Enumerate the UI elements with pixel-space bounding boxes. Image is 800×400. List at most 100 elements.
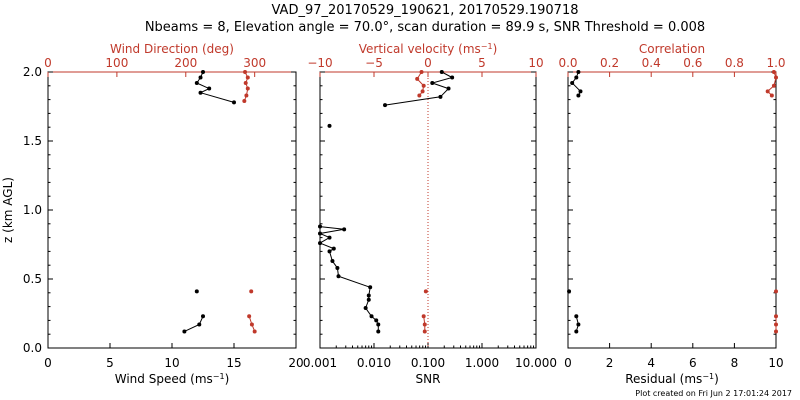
top-axis-label: Vertical velocity (ms−1) [359, 42, 498, 57]
figure-title-line2: Nbeams = 8, Elevation angle = 70.0°, sca… [145, 20, 705, 35]
data-point [771, 83, 776, 88]
x-tick-label: 5 [106, 356, 114, 370]
data-point [415, 76, 420, 81]
panel-wind: 0.0 0.5 1.0 1.5 2.0 z (km AGL) 0 5 10 15 20 Wind Sp… [1, 42, 304, 386]
data-point [242, 98, 247, 103]
data-point [318, 231, 322, 236]
top-tick-label: 300 [243, 56, 266, 70]
top-tick-label: 1.0 [766, 56, 785, 70]
data-point [232, 100, 236, 105]
series-line [196, 71, 235, 103]
data-point [430, 81, 435, 86]
x-tick-label: 10 [768, 356, 783, 370]
data-point [774, 322, 778, 327]
plot-created-footer: Plot created on Fri Jun 2 17:01:24 2017 [635, 389, 792, 398]
top-tick-label: −5 [365, 56, 383, 70]
x-tick-label: 10.000 [515, 356, 557, 370]
data-point [342, 227, 347, 232]
data-point [335, 265, 340, 270]
data-point [769, 93, 774, 98]
data-point [330, 259, 335, 264]
data-point [243, 70, 248, 74]
figure-title-line1: VAD_97_20170529_190621, 20170529.190718 [272, 3, 579, 18]
y-tick-label: 1.5 [23, 134, 42, 148]
top-tick-label: 0.6 [683, 56, 702, 70]
data-point [439, 70, 444, 74]
data-point [247, 314, 252, 319]
x-axis-label: Wind Speed (ms−1) [115, 372, 230, 387]
data-point [578, 89, 583, 94]
x-tick-label: 10 [164, 356, 179, 370]
y-tick-label: 0.0 [23, 341, 42, 355]
data-point [771, 70, 776, 74]
data-point [318, 224, 322, 229]
top-axis-label: Wind Direction (deg) [110, 42, 234, 56]
data-point [574, 329, 579, 334]
data-point [422, 322, 427, 327]
data-point [774, 329, 778, 334]
data-point [567, 289, 572, 294]
data-point [318, 241, 322, 246]
data-point [576, 70, 581, 74]
x-tick-label: 20 [288, 356, 303, 370]
top-tick-label: 0.4 [642, 56, 661, 70]
x-tick-label: 2 [606, 356, 614, 370]
top-tick-label: 5 [478, 56, 486, 70]
x-tick-label: 15 [226, 356, 241, 370]
y-tick-label: 2.0 [23, 65, 42, 79]
data-point [774, 75, 778, 80]
x-tick-label: 8 [731, 356, 739, 370]
y-tick-label: 1.0 [23, 203, 42, 217]
data-point [198, 75, 203, 80]
data-point [774, 314, 778, 319]
data-point [249, 322, 254, 327]
data-point [244, 93, 249, 98]
data-point [376, 329, 381, 334]
data-point [331, 246, 336, 251]
data-point [245, 75, 250, 80]
data-point [376, 322, 381, 327]
plot-frame [47, 71, 297, 349]
data-point [438, 94, 443, 99]
data-point [198, 90, 203, 95]
data-point [774, 289, 778, 294]
data-point [422, 329, 427, 334]
x-axis-label: SNR [416, 372, 441, 386]
data-point [182, 329, 187, 334]
data-point [252, 329, 257, 334]
data-point [363, 305, 368, 310]
top-tick-label: 200 [174, 56, 197, 70]
data-point [366, 293, 371, 298]
top-tick-label: 0 [424, 56, 432, 70]
data-point [327, 249, 332, 254]
data-point [765, 89, 770, 94]
data-point [417, 93, 422, 98]
data-point [446, 86, 451, 91]
top-tick-label: −10 [307, 56, 332, 70]
plot-frame [567, 71, 777, 349]
data-point [243, 81, 248, 86]
data-point [574, 314, 579, 319]
x-tick-label: 0.100 [411, 356, 445, 370]
data-point [570, 81, 575, 86]
data-point [327, 235, 332, 240]
top-tick-label: 0.2 [600, 56, 619, 70]
data-point [419, 70, 424, 74]
panel-residual: 0 2 4 6 8 10 Residual (ms−1) 0.0 0.2 0.4 0.6 0.8 1.0… [558, 42, 785, 386]
x-tick-label: 4 [647, 356, 655, 370]
top-tick-label: 0.8 [725, 56, 744, 70]
data-point [576, 322, 581, 327]
top-tick-label: 100 [105, 56, 128, 70]
x-tick-label: 0 [44, 356, 52, 370]
data-point [336, 274, 341, 279]
data-point [249, 289, 254, 294]
top-tick-label: 10 [528, 56, 543, 70]
top-axis-label: Correlation [639, 42, 705, 56]
x-axis-label: Residual (ms−1) [625, 372, 719, 387]
data-point [194, 289, 199, 294]
y-tick-label: 0.5 [23, 272, 42, 286]
data-point [194, 81, 199, 86]
data-point [576, 93, 581, 98]
x-tick-label: 0.010 [357, 356, 391, 370]
